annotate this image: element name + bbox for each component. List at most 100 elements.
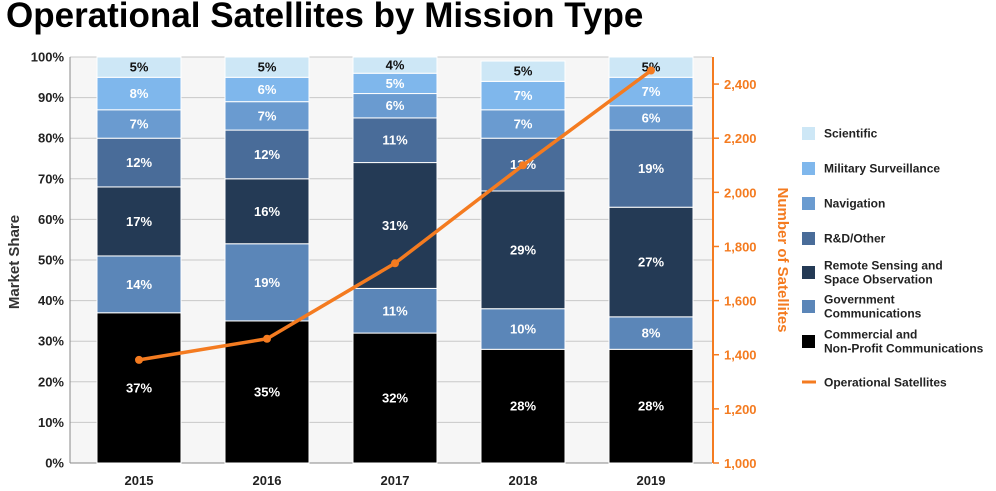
- data-label: 31%: [382, 218, 408, 233]
- y2-tick-label: 1,000: [724, 456, 757, 471]
- data-label: 4%: [386, 58, 405, 73]
- legend-label: Operational Satellites: [824, 376, 947, 390]
- y-tick-label: 0%: [45, 456, 64, 471]
- data-label: 6%: [642, 110, 661, 125]
- bar-segment: [96, 76, 182, 111]
- y-tick-label: 60%: [38, 212, 64, 227]
- legend-label: Scientific: [824, 127, 878, 141]
- legend-label: Navigation: [824, 197, 885, 211]
- bar-segment: [96, 312, 182, 464]
- y2-tick-label: 1,600: [724, 294, 757, 309]
- y-tick-label: 30%: [38, 334, 64, 349]
- data-label: 28%: [638, 399, 664, 414]
- data-label: 7%: [130, 116, 149, 131]
- data-label: 12%: [254, 147, 280, 162]
- data-label: 7%: [642, 84, 661, 99]
- legend-swatch: [802, 300, 815, 313]
- bar-segment: [608, 206, 694, 318]
- data-label: 7%: [514, 88, 533, 103]
- bar-segment: [480, 308, 566, 350]
- line-point: [391, 259, 399, 268]
- bar-segment: [352, 332, 438, 464]
- bar-segment: [480, 190, 566, 310]
- y-tick-label: 70%: [38, 171, 64, 186]
- legend-label: R&D/Other: [824, 232, 886, 246]
- line-point: [263, 334, 271, 343]
- data-label: 8%: [642, 326, 661, 341]
- legend-label: Communications: [824, 307, 922, 321]
- bar-segment: [224, 178, 310, 245]
- bar-segment: [224, 129, 310, 180]
- x-tick-label: 2017: [381, 473, 410, 488]
- bar-segment: [608, 316, 694, 350]
- data-label: 7%: [514, 116, 533, 131]
- bar-segment: [224, 76, 310, 103]
- y2-tick-label: 1,400: [724, 348, 757, 363]
- y2-tick-label: 1,800: [724, 239, 757, 254]
- bar-segment: [480, 60, 566, 82]
- y-tick-label: 50%: [38, 253, 64, 268]
- y2-tick-label: 2,400: [724, 77, 757, 92]
- data-label: 5%: [386, 76, 405, 91]
- data-label: 19%: [638, 161, 664, 176]
- y2-axis-title: Number of Satellites: [774, 187, 791, 332]
- legend-swatch: [802, 266, 815, 279]
- x-tick-label: 2018: [509, 473, 538, 488]
- data-label: 5%: [258, 60, 277, 75]
- bar-segment: [96, 56, 182, 78]
- chart-title: Operational Satellites by Mission Type: [6, 0, 644, 35]
- y2-tick-label: 1,200: [724, 402, 757, 417]
- bar-segment: [96, 255, 182, 314]
- bar-segment: [480, 109, 566, 139]
- data-label: 19%: [254, 275, 280, 290]
- bar-segment: [224, 56, 310, 78]
- data-label: 35%: [254, 384, 280, 399]
- legend-label: Military Surveillance: [824, 162, 940, 176]
- bar-segment: [352, 56, 438, 74]
- data-label: 7%: [258, 108, 277, 123]
- data-label: 6%: [258, 82, 277, 97]
- data-label: 10%: [510, 322, 536, 337]
- data-label: 32%: [382, 391, 408, 406]
- y-tick-label: 80%: [38, 131, 64, 146]
- line-point: [135, 355, 143, 364]
- y-tick-label: 10%: [38, 415, 64, 430]
- x-tick-label: 2015: [125, 473, 154, 488]
- data-label: 6%: [386, 98, 405, 113]
- bar-segment: [352, 287, 438, 334]
- legend-swatch: [802, 162, 815, 175]
- line-point: [647, 66, 655, 75]
- legend-swatch: [802, 197, 815, 210]
- y-tick-label: 100%: [31, 50, 65, 65]
- line-point: [519, 161, 527, 170]
- data-label: 8%: [130, 86, 149, 101]
- legend-swatch: [802, 232, 815, 245]
- bar-segment: [352, 117, 438, 164]
- data-label: 14%: [126, 277, 152, 292]
- data-label: 11%: [382, 133, 408, 148]
- legend-label: Government: [824, 293, 895, 307]
- data-label: 28%: [510, 399, 536, 414]
- y-tick-label: 90%: [38, 90, 64, 105]
- bar-segment: [352, 93, 438, 119]
- y2-tick-label: 2,000: [724, 185, 757, 200]
- x-tick-label: 2016: [253, 473, 282, 488]
- bar-segment: [96, 109, 182, 139]
- bar-segment: [352, 162, 438, 289]
- data-label: 17%: [126, 214, 152, 229]
- x-tick-label: 2019: [637, 473, 666, 488]
- y-tick-label: 40%: [38, 293, 64, 308]
- legend-label: Space Observation: [824, 273, 933, 287]
- data-label: 12%: [126, 155, 152, 170]
- data-label: 37%: [126, 380, 152, 395]
- legend-label: Non-Profit Communications: [824, 342, 984, 356]
- legend-label: Commercial and: [824, 328, 917, 342]
- legend-label: Remote Sensing and: [824, 259, 943, 273]
- y2-tick-label: 2,200: [724, 131, 757, 146]
- legend-swatch: [802, 127, 815, 140]
- y-tick-label: 20%: [38, 374, 64, 389]
- bar-segment: [96, 137, 182, 188]
- bar-segment: [96, 186, 182, 257]
- data-label: 5%: [130, 60, 149, 75]
- data-label: 27%: [638, 255, 664, 270]
